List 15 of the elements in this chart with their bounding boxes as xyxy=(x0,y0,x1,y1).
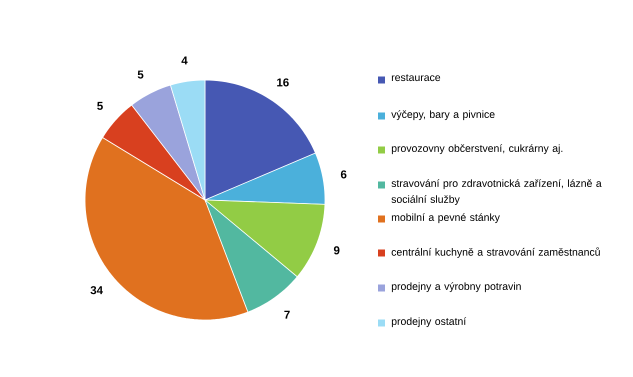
legend-label: provozovny občerstvení, cukrárny aj. xyxy=(392,144,562,154)
data-label: 5 xyxy=(138,70,144,79)
data-label: 34 xyxy=(90,286,103,294)
data-label: 4 xyxy=(181,56,188,64)
data-label: 5 xyxy=(97,102,103,110)
data-label: 9 xyxy=(334,246,340,254)
legend-label: výčepy, bary a pivnice xyxy=(391,110,495,120)
legend-label: centrální kuchyně a stravování zaměstnanců xyxy=(392,247,600,258)
legend-label: restaurace xyxy=(392,74,440,82)
legend-label: prodejny ostatní xyxy=(392,317,466,328)
legend-label: prodejny a výrobny potravin xyxy=(392,282,521,292)
data-label: 16 xyxy=(277,78,289,86)
data-label: 6 xyxy=(340,170,346,178)
data-label: 7 xyxy=(284,310,290,319)
legend-label: mobilní a pevné stánky xyxy=(392,213,500,224)
